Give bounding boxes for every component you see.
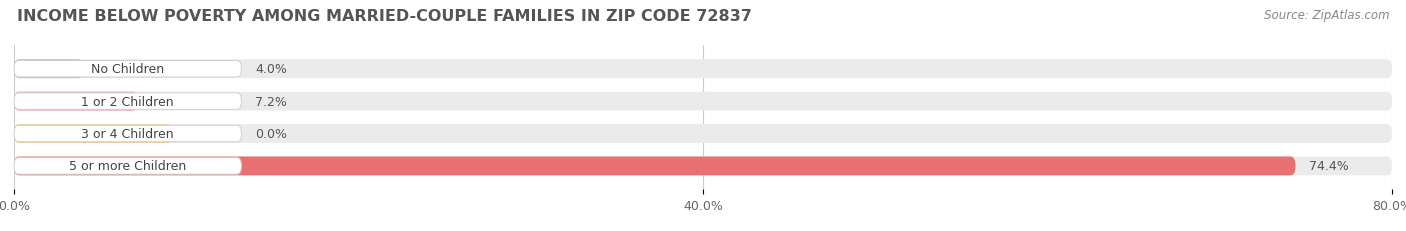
Text: 7.2%: 7.2% [256,95,287,108]
FancyBboxPatch shape [14,158,242,174]
Text: 3 or 4 Children: 3 or 4 Children [82,128,174,140]
FancyBboxPatch shape [14,157,1392,176]
Text: 74.4%: 74.4% [1309,160,1348,173]
Text: 1 or 2 Children: 1 or 2 Children [82,95,174,108]
Text: Source: ZipAtlas.com: Source: ZipAtlas.com [1264,9,1389,22]
Text: 5 or more Children: 5 or more Children [69,160,187,173]
Text: No Children: No Children [91,63,165,76]
FancyBboxPatch shape [14,125,173,143]
FancyBboxPatch shape [14,126,242,142]
FancyBboxPatch shape [14,61,242,78]
FancyBboxPatch shape [14,94,242,110]
FancyBboxPatch shape [14,157,1295,176]
FancyBboxPatch shape [14,92,138,111]
Text: 0.0%: 0.0% [256,128,287,140]
FancyBboxPatch shape [14,92,1392,111]
Text: INCOME BELOW POVERTY AMONG MARRIED-COUPLE FAMILIES IN ZIP CODE 72837: INCOME BELOW POVERTY AMONG MARRIED-COUPL… [17,9,752,24]
FancyBboxPatch shape [14,125,1392,143]
FancyBboxPatch shape [14,60,83,79]
Text: 4.0%: 4.0% [256,63,287,76]
FancyBboxPatch shape [14,60,1392,79]
